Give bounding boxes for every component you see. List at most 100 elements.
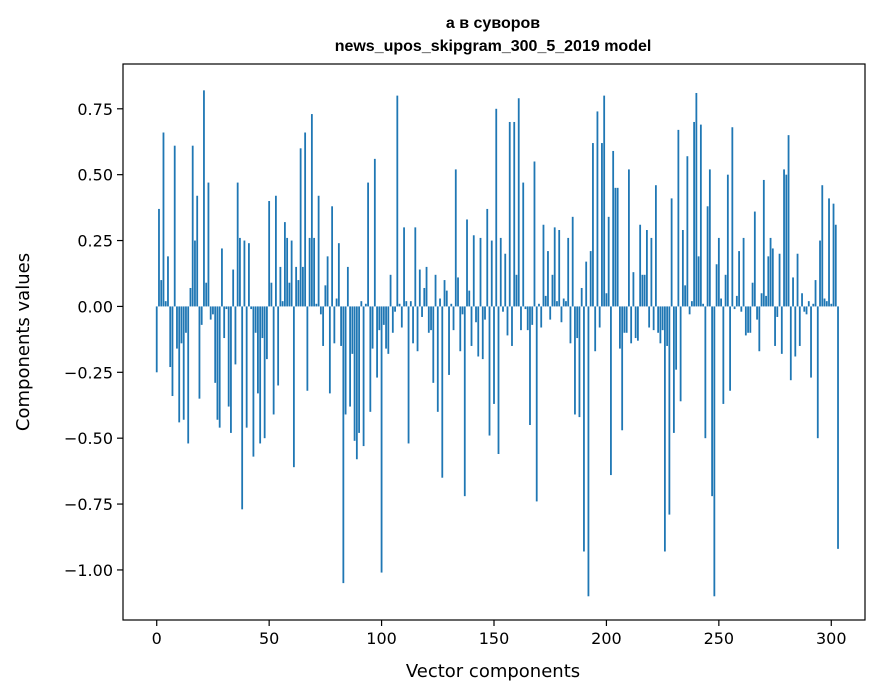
bar [693,121,696,307]
bar [270,282,273,307]
bar [619,306,621,349]
bar [832,203,835,307]
bar [360,301,363,307]
bar [248,243,250,307]
bar [223,306,226,339]
bar [603,95,606,307]
bar [353,306,356,441]
bar [713,306,716,597]
bar [378,306,381,331]
bar [702,303,705,307]
bar [652,306,655,331]
bar [288,282,291,307]
bar [720,298,722,307]
bar [562,298,565,307]
bar [176,306,178,349]
bar [310,114,313,307]
bar [241,306,244,510]
bar [452,306,455,331]
bar [538,303,540,307]
bar [749,306,752,333]
bar [371,306,374,349]
bar [488,306,491,436]
bar [418,269,421,307]
bar [798,306,801,346]
bar [362,306,365,447]
bar [448,306,450,375]
bar [403,227,405,307]
bar [216,306,219,420]
bar [239,237,241,307]
bar [758,306,761,352]
bar [569,306,572,344]
bar [468,290,471,307]
bar [387,306,390,354]
bar [571,216,574,307]
bar [607,216,610,307]
bar [479,237,482,307]
bar [470,306,473,346]
bar [819,240,821,307]
bar [733,306,736,310]
bar [252,306,255,457]
bar [155,306,158,373]
bar [502,306,504,312]
bar [722,306,725,404]
bar [769,237,772,307]
x-tick-label: 0 [152,629,162,648]
bar [531,306,534,325]
bar [414,227,417,307]
bar [230,306,232,433]
bar [529,306,531,426]
y-tick-label: −0.50 [64,429,113,448]
bar [504,253,507,307]
bar [234,306,237,365]
bar [292,306,295,468]
bar [472,235,475,307]
x-axis-label: Vector components [406,661,580,682]
bar [358,306,360,433]
bar [544,295,547,307]
bar [162,132,165,307]
bar [322,306,325,346]
bar [744,306,747,336]
bar [171,306,174,397]
bar [765,295,767,307]
bar [200,306,203,325]
bar [236,182,239,307]
bar [823,298,826,307]
bar [596,111,599,307]
bar [785,174,788,307]
bar [266,306,268,360]
bar [601,143,603,307]
bar [328,306,331,394]
bar [672,306,675,433]
bar [196,195,199,307]
bar [212,306,214,315]
bar [724,274,727,307]
bar [475,306,477,323]
bar [158,208,160,307]
bar [364,303,367,307]
bar [254,306,257,333]
bar [814,280,817,307]
bar [297,280,300,307]
bar [666,306,669,346]
bar [486,208,489,307]
bar [189,287,192,307]
bar [668,306,671,515]
x-tick-label: 300 [816,629,847,648]
bar [583,306,585,552]
bar [780,306,783,354]
bar [306,306,309,391]
bar [762,179,765,307]
bar [324,285,327,307]
bar [778,253,781,307]
bar [587,306,590,597]
y-tick-label: 0.00 [77,297,113,316]
bar [490,240,493,307]
y-tick-label: −0.75 [64,495,113,514]
bar [218,306,221,428]
bar [589,251,592,307]
bar [643,274,646,307]
